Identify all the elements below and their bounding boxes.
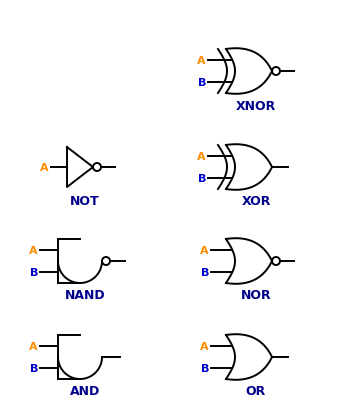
Text: NOT: NOT: [70, 195, 100, 208]
Text: NAND: NAND: [65, 289, 105, 302]
Text: XNOR: XNOR: [236, 99, 276, 112]
Text: A: A: [40, 162, 49, 173]
Text: B: B: [201, 267, 209, 277]
Text: B: B: [201, 363, 209, 373]
Text: A: A: [197, 56, 206, 66]
Text: B: B: [30, 267, 38, 277]
Text: OR: OR: [246, 385, 266, 398]
Text: A: A: [29, 341, 38, 351]
Text: B: B: [198, 174, 206, 183]
Text: A: A: [197, 151, 206, 162]
Text: A: A: [200, 341, 209, 351]
Text: B: B: [198, 78, 206, 88]
Text: A: A: [29, 245, 38, 256]
Text: XOR: XOR: [241, 195, 271, 208]
Text: B: B: [30, 363, 38, 373]
Text: NOR: NOR: [241, 289, 271, 302]
Text: A: A: [200, 245, 209, 256]
Text: AND: AND: [70, 385, 100, 398]
